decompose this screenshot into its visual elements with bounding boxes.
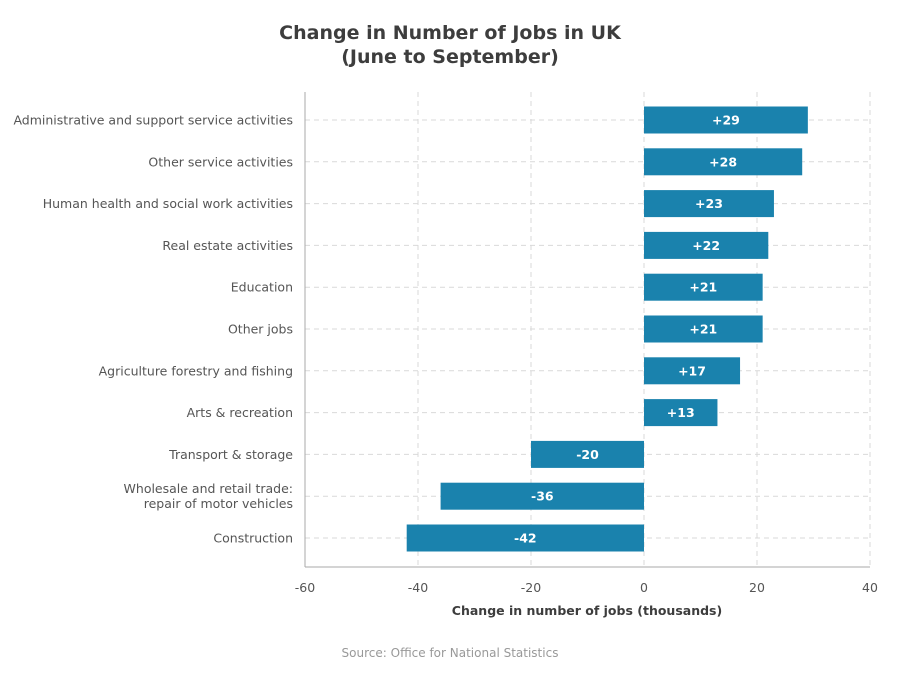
bar-value-label: -42 — [514, 531, 537, 546]
bar — [406, 524, 644, 552]
x-tick-label: 0 — [640, 580, 648, 595]
chart-subtitle: (June to September) — [341, 46, 559, 68]
category-label: Education — [231, 280, 293, 295]
bar — [531, 440, 644, 468]
bar — [440, 482, 644, 510]
x-tick-label: -40 — [408, 580, 428, 595]
bar-value-label: -20 — [576, 447, 599, 462]
category-labels: Administrative and support service activ… — [13, 113, 293, 546]
bar-value-label: +17 — [678, 363, 706, 378]
x-tick-label: -20 — [521, 580, 541, 595]
bar-value-label: +21 — [689, 280, 717, 295]
x-axis-title: Change in number of jobs (thousands) — [452, 603, 722, 618]
category-label: Arts & recreation — [187, 405, 293, 420]
bar-value-label: +22 — [692, 238, 720, 253]
category-label: Agriculture forestry and fishing — [99, 363, 293, 378]
bar-value-label: -36 — [531, 489, 554, 504]
bar — [644, 357, 741, 385]
bars: +29 +28 +23 +22 +21 +21 +17 +13 -20 -36 -42 — [406, 106, 808, 552]
x-tick-label: 20 — [749, 580, 765, 595]
category-label: Other service activities — [148, 154, 293, 169]
bar-value-label: +21 — [689, 322, 717, 337]
category-label: Other jobs — [228, 322, 293, 337]
category-label: Human health and social work activities — [43, 196, 293, 211]
bar-value-label: +29 — [712, 113, 740, 128]
bar — [644, 190, 774, 218]
chart-title: Change in Number of Jobs in UK — [279, 22, 621, 44]
category-label: Construction — [213, 531, 293, 546]
bar-value-label: +23 — [695, 196, 723, 211]
x-tick-label: 40 — [862, 580, 878, 595]
bar — [644, 399, 718, 427]
category-label: Transport & storage — [168, 447, 293, 462]
bar — [644, 148, 803, 176]
bar — [644, 273, 763, 301]
bar — [644, 315, 763, 343]
bar-value-label: +28 — [709, 154, 737, 169]
axes — [304, 92, 870, 568]
category-label: Administrative and support service activ… — [13, 113, 293, 128]
x-tick-label: -60 — [295, 580, 315, 595]
category-label: Wholesale and retail trade: repair of mot… — [124, 481, 293, 511]
source-note: Source: Office for National Statistics — [341, 646, 559, 660]
tick-labels: -60 -40 -20 0 20 40 — [295, 580, 878, 595]
bar-value-label: +13 — [667, 405, 695, 420]
bar — [644, 231, 769, 259]
bar — [644, 106, 808, 134]
category-label: Real estate activities — [162, 238, 293, 253]
